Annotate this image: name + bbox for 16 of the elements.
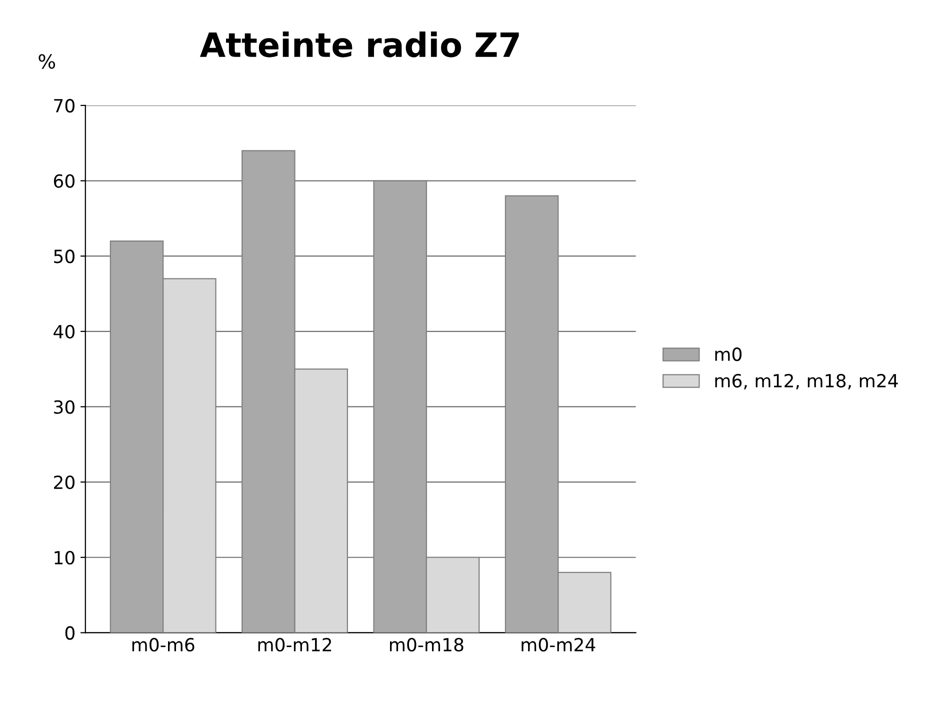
y-tick-label: 50 <box>54 250 74 264</box>
y-tick-label: 30 <box>54 400 74 414</box>
y-tick-label: 70 <box>54 98 74 113</box>
x-tick-label: m0-m6 <box>132 638 194 652</box>
y-axis-title: % <box>38 54 56 69</box>
y-tick-label: 40 <box>54 324 74 339</box>
chart-title: Atteinte radio Z7 <box>200 32 519 58</box>
legend-label: m6, m12, m18, m24 <box>715 374 898 390</box>
y-tick-label: 60 <box>54 174 74 188</box>
x-tick-label: m0-m12 <box>258 638 332 652</box>
y-tick-label: 20 <box>54 476 74 490</box>
legend-label: m0 <box>715 347 742 362</box>
x-tick-label: m0-m24 <box>522 638 596 652</box>
y-tick-label: 10 <box>54 550 74 564</box>
x-tick-label: m0-m18 <box>390 638 464 652</box>
y-tick-label: 0 <box>65 626 74 640</box>
